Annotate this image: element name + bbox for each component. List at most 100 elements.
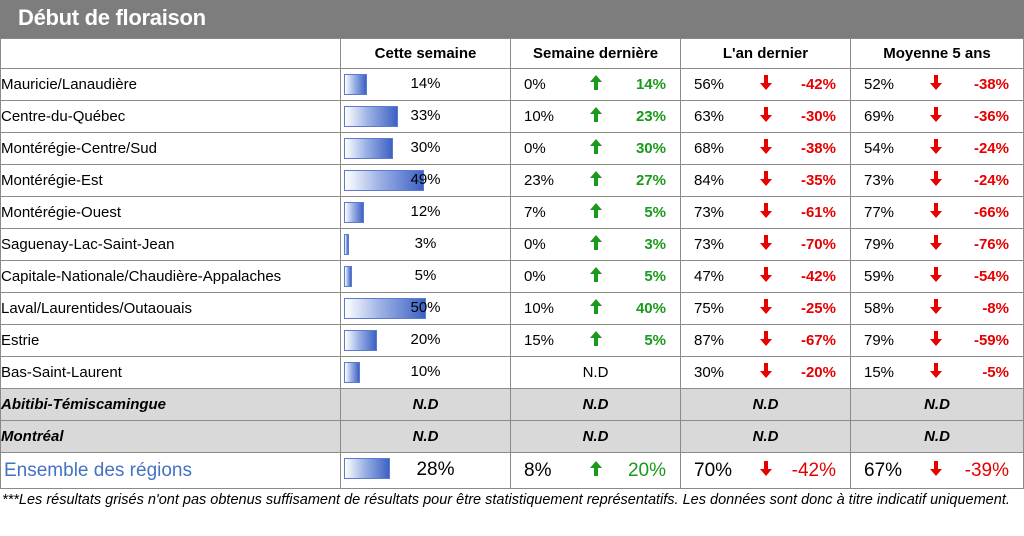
difference: -24%: [973, 172, 1009, 189]
footnote: ***Les résultats grisés n'ont pas obtenu…: [2, 492, 1010, 508]
not-available-cell: N.D: [510, 420, 681, 453]
arrow-down-icon: [916, 107, 956, 126]
this-week-cell: 50%: [340, 292, 511, 325]
avg-5yr-cell: 58% -8%: [850, 292, 1024, 325]
header-5yr-average: Moyenne 5 ans: [850, 38, 1024, 69]
arrow-down-icon: [916, 203, 956, 222]
last-year-cell: 68% -38%: [680, 132, 851, 165]
header-row: Cette semaine Semaine dernière L'an dern…: [0, 38, 1024, 69]
total-row: Ensemble des régions 28% 8% 20% 70% -42% 67% -3…: [0, 452, 1024, 489]
avg-5yr-cell: 52% -38%: [850, 68, 1024, 101]
value: 30%: [694, 364, 725, 381]
value: 67%: [864, 459, 903, 481]
data-bar: [344, 202, 364, 223]
value: 52%: [864, 76, 895, 93]
not-available-cell: N.D: [850, 420, 1024, 453]
arrow-down-icon: [916, 139, 956, 158]
avg-5yr-cell: 54% -24%: [850, 132, 1024, 165]
difference: 3%: [644, 236, 666, 253]
avg-5yr-cell: 67% -39%: [850, 452, 1024, 489]
difference: 30%: [635, 140, 666, 157]
region-name: Montérégie-Ouest: [0, 196, 341, 229]
arrow-down-icon: [746, 235, 786, 254]
table-row: Montérégie-Est 49% 23% 27% 84% -35% 73% -24%: [0, 164, 1024, 197]
difference: -42%: [791, 459, 836, 481]
difference: -20%: [800, 364, 836, 381]
not-available-cell: N.D: [340, 420, 511, 453]
value: 7%: [524, 204, 546, 221]
arrow-up-icon: [576, 107, 616, 126]
table-row: Montérégie-Centre/Sud 30% 0% 30% 68% -38% 54% -…: [0, 132, 1024, 165]
data-bar: [344, 458, 390, 479]
arrow-down-icon: [916, 299, 956, 318]
table-row: Capitale-Nationale/Chaudière-Appalaches 5…: [0, 260, 1024, 293]
region-name: Mauricie/Lanaudière: [0, 68, 341, 101]
arrow-down-icon: [746, 203, 786, 222]
arrow-up-icon: [576, 267, 616, 286]
difference: -35%: [800, 172, 836, 189]
avg-5yr-cell: 59% -54%: [850, 260, 1024, 293]
last-week-cell: 7% 5%: [510, 196, 681, 229]
last-week-cell: 10% 40%: [510, 292, 681, 325]
difference: -42%: [800, 268, 836, 285]
header-this-week: Cette semaine: [340, 38, 511, 69]
not-available-cell: N.D: [850, 388, 1024, 421]
arrow-up-icon: [576, 139, 616, 158]
value: 73%: [694, 236, 725, 253]
last-week-cell: 8% 20%: [510, 452, 681, 489]
this-week-value: 49%: [410, 171, 441, 188]
header-last-year: L'an dernier: [680, 38, 851, 69]
difference: -76%: [973, 236, 1009, 253]
table-row: Estrie 20% 15% 5% 87% -67% 79% -59%: [0, 324, 1024, 357]
value: 68%: [694, 140, 725, 157]
value: 75%: [694, 300, 725, 317]
value: 73%: [694, 204, 725, 221]
avg-5yr-cell: 15% -5%: [850, 356, 1024, 389]
title-bar: Début de floraison: [0, 0, 1024, 38]
last-week-cell: 0% 3%: [510, 228, 681, 261]
difference: -5%: [982, 364, 1009, 381]
arrow-up-icon: [576, 171, 616, 190]
value: 69%: [864, 108, 895, 125]
data-bar: [344, 266, 352, 287]
this-week-cell: 49%: [340, 164, 511, 197]
difference: -38%: [800, 140, 836, 157]
data-bar: [344, 362, 360, 383]
last-year-cell: 63% -30%: [680, 100, 851, 133]
table-row: Bas-Saint-Laurent 10% N.D 30% -20% 15% -5%: [0, 356, 1024, 389]
arrow-down-icon: [916, 75, 956, 94]
table-row: Montérégie-Ouest 12% 7% 5% 73% -61% 77% -66%: [0, 196, 1024, 229]
last-year-cell: 73% -61%: [680, 196, 851, 229]
this-week-value: 3%: [414, 235, 437, 252]
this-week-cell: 20%: [340, 324, 511, 357]
difference: -25%: [800, 300, 836, 317]
last-year-cell: 56% -42%: [680, 68, 851, 101]
this-week-value: 5%: [414, 267, 437, 284]
data-bar: [344, 170, 424, 191]
last-year-cell: 47% -42%: [680, 260, 851, 293]
region-name: Laval/Laurentides/Outaouais: [0, 292, 341, 325]
value: 0%: [524, 268, 546, 285]
not-available-cell: N.D: [510, 388, 681, 421]
this-week-value: 28%: [416, 459, 455, 480]
this-week-value: 10%: [410, 363, 441, 380]
avg-5yr-cell: 77% -66%: [850, 196, 1024, 229]
arrow-down-icon: [916, 460, 956, 482]
value: 0%: [524, 140, 546, 157]
this-week-cell: 10%: [340, 356, 511, 389]
arrow-up-icon: [576, 331, 616, 350]
table-row-insufficient: Montréal N.D N.D N.D N.D: [0, 420, 1024, 453]
value: 0%: [524, 236, 546, 253]
arrow-down-icon: [746, 299, 786, 318]
avg-5yr-cell: 79% -76%: [850, 228, 1024, 261]
value: 70%: [694, 459, 733, 481]
difference: -38%: [973, 76, 1009, 93]
difference: -54%: [973, 268, 1009, 285]
value: 84%: [694, 172, 725, 189]
not-available-cell: N.D: [680, 420, 851, 453]
region-name: Centre-du-Québec: [0, 100, 341, 133]
value: 54%: [864, 140, 895, 157]
arrow-up-icon: [576, 460, 616, 482]
arrow-down-icon: [916, 267, 956, 286]
region-name: Montérégie-Centre/Sud: [0, 132, 341, 165]
